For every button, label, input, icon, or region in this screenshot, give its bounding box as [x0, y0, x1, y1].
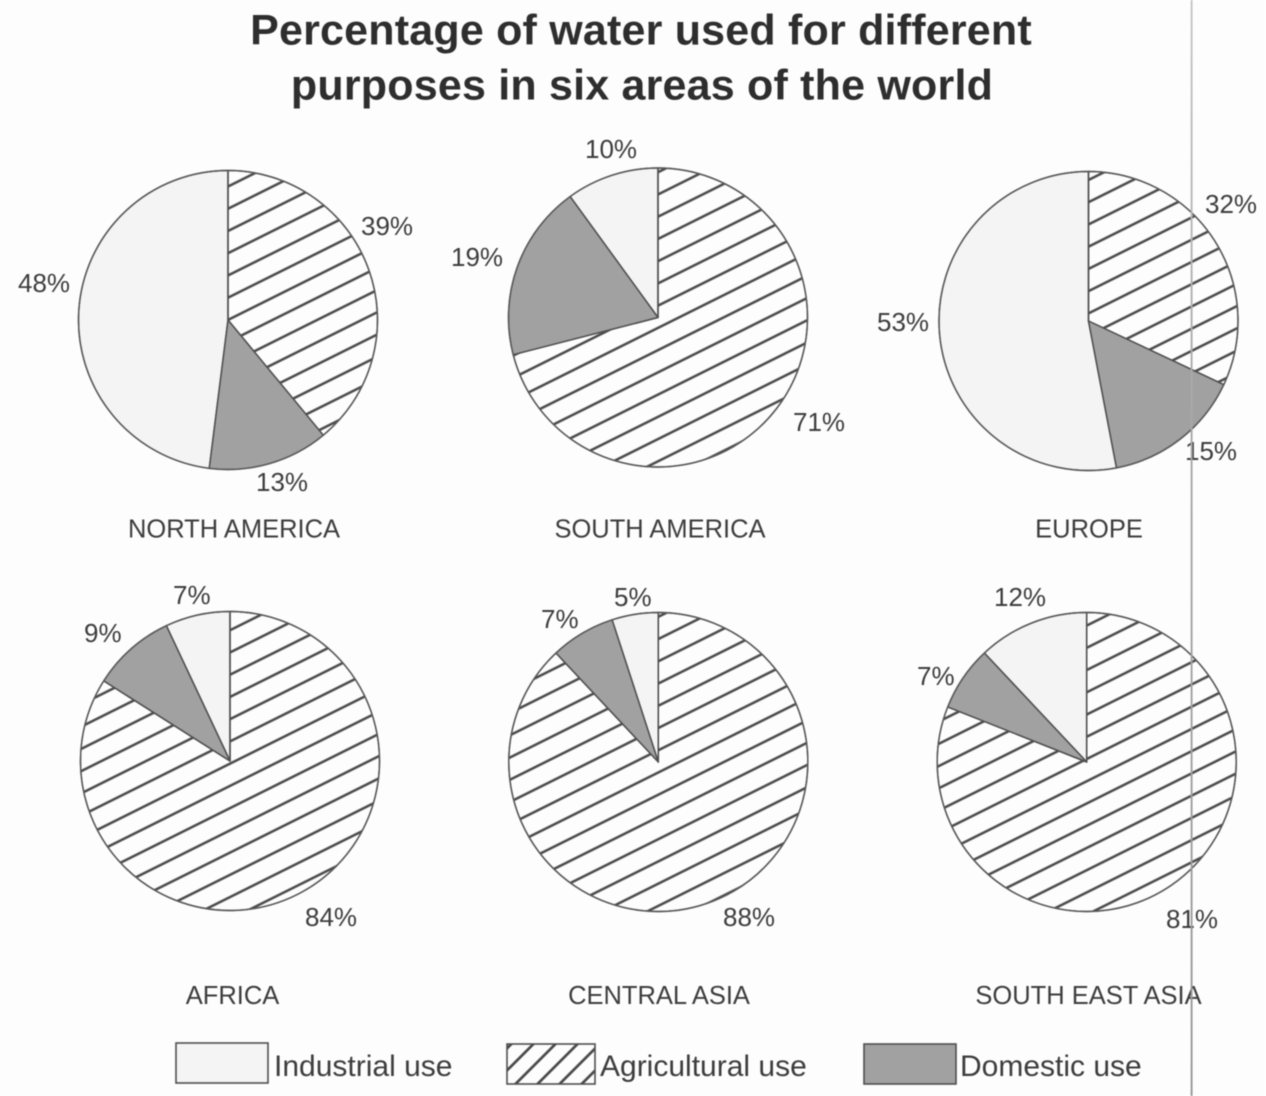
svg-text:7%: 7%	[917, 661, 955, 691]
svg-text:Agricultural use: Agricultural use	[600, 1050, 807, 1083]
svg-text:39%: 39%	[361, 211, 413, 241]
svg-text:Domestic use: Domestic use	[960, 1050, 1142, 1083]
svg-text:Industrial use: Industrial use	[274, 1050, 452, 1083]
svg-text:10%: 10%	[585, 134, 637, 164]
svg-text:CENTRAL ASIA: CENTRAL ASIA	[568, 982, 750, 1010]
svg-text:EUROPE: EUROPE	[1035, 516, 1143, 544]
svg-text:5%: 5%	[614, 582, 652, 612]
svg-text:84%: 84%	[305, 902, 357, 932]
svg-text:7%: 7%	[173, 580, 211, 610]
svg-text:15%: 15%	[1185, 436, 1237, 466]
svg-text:53%: 53%	[877, 307, 929, 337]
svg-text:purposes in six areas of the w: purposes in six areas of the world	[291, 62, 993, 110]
svg-text:48%: 48%	[18, 268, 70, 298]
svg-text:71%: 71%	[793, 407, 845, 437]
svg-text:13%: 13%	[256, 467, 308, 497]
svg-text:Percentage of water used for d: Percentage of water used for different	[250, 7, 1032, 55]
svg-text:NORTH AMERICA: NORTH AMERICA	[128, 516, 340, 544]
svg-text:SOUTH EAST ASIA: SOUTH EAST ASIA	[975, 982, 1201, 1010]
svg-text:32%: 32%	[1205, 189, 1257, 219]
svg-text:SOUTH AMERICA: SOUTH AMERICA	[554, 516, 765, 544]
svg-text:7%: 7%	[541, 604, 579, 634]
svg-text:88%: 88%	[723, 902, 775, 932]
svg-text:12%: 12%	[994, 582, 1046, 612]
svg-text:19%: 19%	[451, 242, 503, 272]
svg-text:9%: 9%	[84, 618, 122, 648]
svg-text:AFRICA: AFRICA	[186, 982, 280, 1010]
